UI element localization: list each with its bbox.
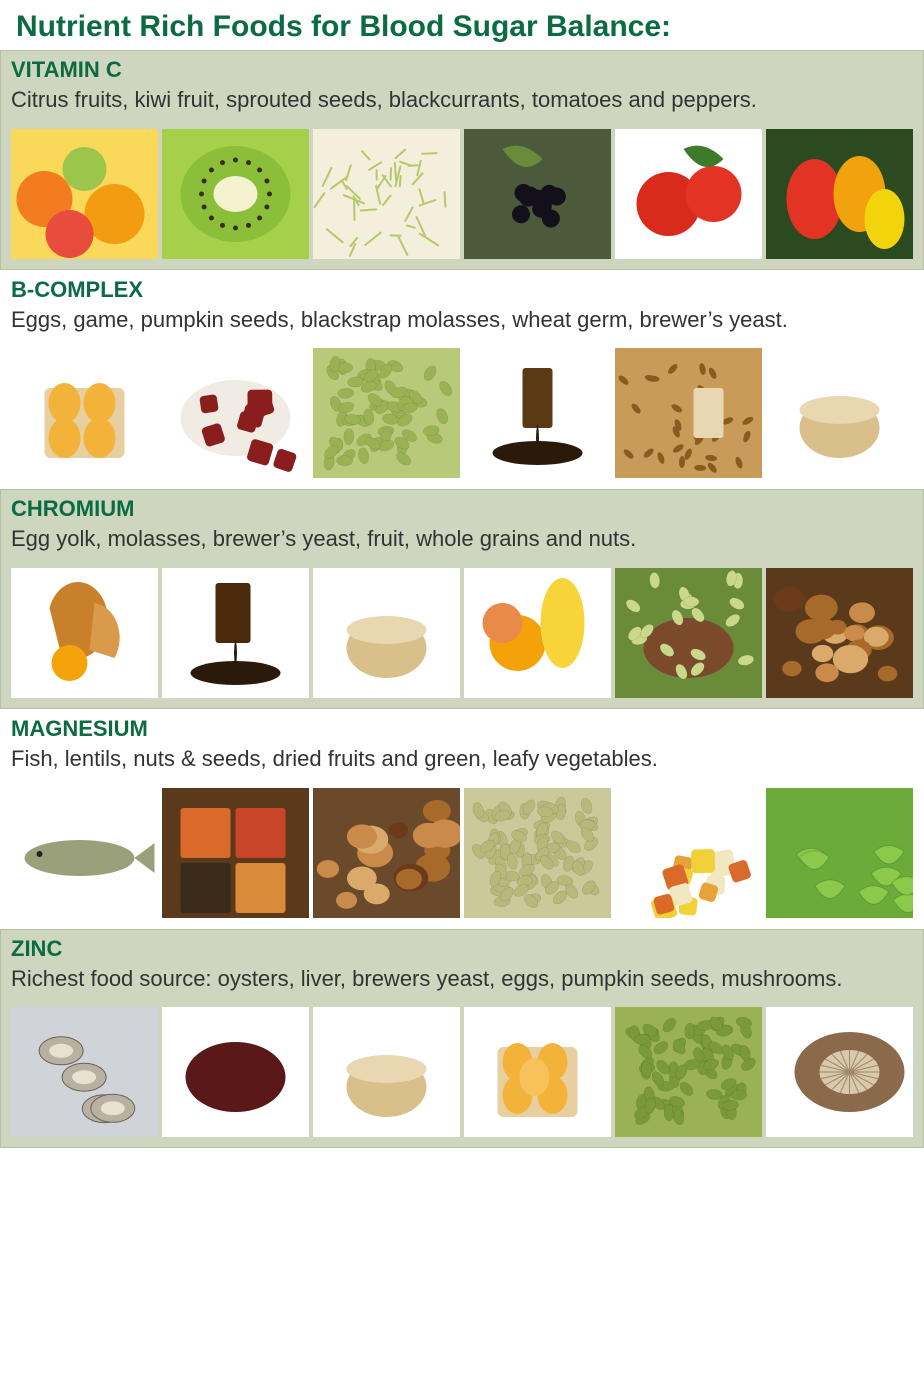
food-image-mushrooms [766, 1007, 913, 1137]
food-image-pumpkin-seeds [615, 1007, 762, 1137]
food-image-oysters [11, 1007, 158, 1137]
image-row [11, 568, 913, 698]
section-magnesium: MAGNESIUMFish, lentils, nuts & seeds, dr… [0, 709, 924, 929]
food-image-dried-fruits [615, 788, 762, 918]
image-row [11, 348, 913, 478]
nutrient-name: MAGNESIUM [11, 716, 913, 742]
page-title: Nutrient Rich Foods for Blood Sugar Bala… [0, 0, 924, 50]
food-image-fruit [464, 568, 611, 698]
image-row [11, 788, 913, 918]
food-image-wheat-germ [615, 348, 762, 478]
food-image-egg-yolk [11, 568, 158, 698]
nutrient-description: Eggs, game, pumpkin seeds, blackstrap mo… [11, 305, 913, 335]
food-image-eggs [11, 348, 158, 478]
nutrient-name: CHROMIUM [11, 496, 913, 522]
image-row [11, 129, 913, 259]
section-zinc: ZINCRichest food source: oysters, liver,… [0, 929, 924, 1149]
image-row [11, 1007, 913, 1137]
food-image-brewers-yeast [766, 348, 913, 478]
food-image-blackcurrants [464, 129, 611, 259]
section-chromium: CHROMIUMEgg yolk, molasses, brewer’s yea… [0, 489, 924, 709]
food-image-whole-grains [615, 568, 762, 698]
food-image-kiwi-fruit [162, 129, 309, 259]
nutrient-name: ZINC [11, 936, 913, 962]
food-image-leafy-greens [766, 788, 913, 918]
food-image-lentils [162, 788, 309, 918]
nutrient-name: VITAMIN C [11, 57, 913, 83]
section-b-complex: B-COMPLEXEggs, game, pumpkin seeds, blac… [0, 270, 924, 490]
food-image-nuts [313, 788, 460, 918]
food-image-game-meat [162, 348, 309, 478]
food-image-seeds [464, 788, 611, 918]
food-image-tomatoes [615, 129, 762, 259]
food-image-peppers [766, 129, 913, 259]
nutrient-description: Citrus fruits, kiwi fruit, sprouted seed… [11, 85, 913, 115]
food-image-eggs [464, 1007, 611, 1137]
nutrient-description: Richest food source: oysters, liver, bre… [11, 964, 913, 994]
food-image-fish [11, 788, 158, 918]
food-image-brewers-yeast [313, 1007, 460, 1137]
food-image-sprouted-seeds [313, 129, 460, 259]
nutrient-name: B-COMPLEX [11, 277, 913, 303]
food-image-brewers-yeast [313, 568, 460, 698]
nutrient-description: Egg yolk, molasses, brewer’s yeast, frui… [11, 524, 913, 554]
food-image-nuts [766, 568, 913, 698]
food-image-pumpkin-seeds [313, 348, 460, 478]
food-image-molasses [162, 568, 309, 698]
food-image-liver [162, 1007, 309, 1137]
food-image-molasses [464, 348, 611, 478]
food-image-citrus-fruits [11, 129, 158, 259]
section-vitamin-c: VITAMIN CCitrus fruits, kiwi fruit, spro… [0, 50, 924, 270]
nutrient-description: Fish, lentils, nuts & seeds, dried fruit… [11, 744, 913, 774]
